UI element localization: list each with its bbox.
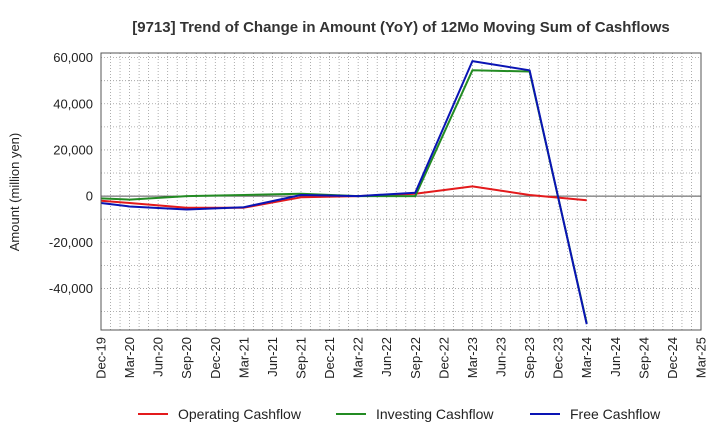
x-tick-label: Sep-24 — [636, 337, 651, 379]
x-tick-label: Sep-20 — [179, 337, 194, 379]
y-axis-label: Amount (million yen) — [7, 133, 22, 252]
series-line-1 — [100, 185, 587, 209]
x-tick-label: Sep-22 — [408, 337, 423, 379]
y-tick-label: 0 — [86, 189, 93, 204]
legend-label-3: Free Cashflow — [570, 406, 661, 422]
x-tick-label: Dec-20 — [208, 337, 223, 379]
series-lines — [100, 60, 588, 325]
x-tick-label: Dec-23 — [551, 337, 566, 379]
plot-frame — [100, 52, 702, 331]
x-tick-label: Jun-23 — [494, 337, 509, 377]
x-tick-label: Dec-22 — [436, 337, 451, 379]
x-tick-label: Jun-20 — [151, 337, 166, 377]
plot-area — [101, 53, 701, 330]
x-tick-label: Jun-21 — [265, 337, 280, 377]
y-tick-label: 40,000 — [53, 96, 93, 111]
y-tick-label: 20,000 — [53, 142, 93, 157]
x-tick-label: Jun-24 — [608, 337, 623, 377]
series-line-3 — [100, 60, 588, 325]
y-tick-label: -40,000 — [49, 281, 93, 296]
y-tick-label: 60,000 — [53, 50, 93, 65]
x-tick-label: Dec-19 — [94, 337, 109, 379]
legend-label-2: Investing Cashflow — [376, 406, 494, 422]
legend-label-1: Operating Cashflow — [178, 406, 302, 422]
x-tick-label: Dec-21 — [322, 337, 337, 379]
x-tick-label: Sep-23 — [522, 337, 537, 379]
x-tick-label: Mar-21 — [236, 337, 251, 378]
chart-title: [9713] Trend of Change in Amount (YoY) o… — [132, 19, 670, 36]
x-tick-label: Mar-25 — [694, 337, 709, 378]
y-tick-labels: 60,000 40,000 20,000 0 -20,000 -40,000 — [49, 50, 93, 296]
x-tick-label: Mar-22 — [351, 337, 366, 378]
x-tick-label: Dec-24 — [665, 337, 680, 379]
x-tick-labels: Dec-19 Mar-20 Jun-20 Sep-20 Dec-20 Mar-21 Jun-… — [94, 337, 709, 379]
x-tick-label: Mar-24 — [579, 337, 594, 378]
x-tick-label: Mar-20 — [122, 337, 137, 378]
x-tick-label: Mar-23 — [465, 337, 480, 378]
x-tick-label: Sep-21 — [294, 337, 309, 379]
x-tick-label: Jun-22 — [379, 337, 394, 377]
legend: Operating Cashflow Investing Cashflow Free… — [138, 406, 661, 422]
y-tick-label: -20,000 — [49, 235, 93, 250]
